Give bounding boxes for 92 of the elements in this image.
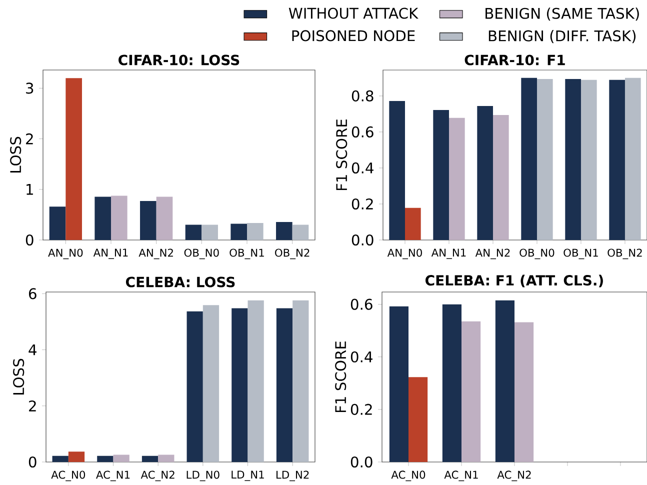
bar (52, 456, 68, 462)
bar (49, 206, 66, 240)
bar (442, 304, 462, 462)
x-tick-label: OB_N1 (564, 248, 598, 260)
bar (477, 106, 493, 240)
chart-title: CELEBA: F1 (ATT. CLS.) (426, 274, 603, 288)
y-axis-title: LOSS (10, 136, 22, 172)
bar (448, 118, 465, 240)
x-tick-label: AN_N1 (93, 248, 128, 259)
bar (202, 305, 220, 462)
y-tick-label: 0.0 (350, 456, 372, 468)
y-tick-label: 2 (29, 400, 36, 412)
bar (433, 110, 449, 240)
bar (389, 306, 408, 462)
bar (580, 80, 597, 240)
x-tick-label: AC_N1 (96, 470, 130, 482)
legend-label: BENIGN (DIFF. TASK) (488, 30, 636, 44)
bar (495, 300, 514, 462)
bar (142, 456, 158, 462)
bar (461, 321, 481, 462)
bar (97, 456, 114, 462)
bar (405, 208, 421, 240)
bar (140, 201, 156, 240)
bar (389, 100, 405, 240)
y-tick-label: 0.0 (352, 234, 374, 246)
x-tick-label: AN_N0 (48, 248, 83, 260)
x-tick-label: AN_N2 (475, 248, 510, 260)
y-tick-label: 0 (28, 456, 36, 468)
bar (276, 308, 293, 462)
bar (94, 196, 111, 240)
bar (609, 80, 625, 240)
chart-title: CIFAR-10: F1 (464, 54, 565, 66)
y-tick-label: 0.2 (350, 404, 372, 415)
x-tick-label: OB_N2 (275, 248, 310, 260)
y-axis-title: F1 SCORE (335, 341, 346, 412)
bar (230, 224, 247, 240)
bar (68, 452, 85, 462)
x-tick-label: AN_N2 (138, 248, 173, 260)
bar (492, 115, 509, 240)
x-tick-label: AN_N0 (387, 248, 422, 260)
x-tick-label: AC_N0 (51, 470, 86, 482)
y-tick-label: 1 (26, 184, 33, 195)
bar (292, 224, 309, 240)
bar (158, 454, 174, 462)
y-axis-title: F1 SCORE (336, 119, 348, 190)
chart-title: CELEBA: LOSS (126, 276, 235, 288)
bar (292, 300, 309, 462)
bar (408, 377, 428, 462)
legend-label: BENIGN (SAME TASK) (486, 8, 639, 21)
x-tick-label: AC_N2 (497, 470, 531, 482)
x-tick-label: AC_N1 (444, 470, 478, 482)
x-tick-label: OB_N1 (230, 248, 264, 260)
y-tick-label: 0.6 (352, 126, 374, 138)
legend-label: WITHOUT ATTACK (288, 8, 418, 19)
bar (113, 454, 130, 462)
y-tick-label: 2 (26, 133, 33, 144)
x-tick-label: OB_N2 (608, 248, 642, 260)
x-tick-label: AC_N2 (140, 470, 174, 482)
bar (276, 222, 292, 240)
y-axis-title: LOSS (13, 358, 24, 394)
y-tick-label: 0.6 (350, 298, 372, 310)
y-tick-label: 0.8 (352, 90, 374, 102)
bar (248, 300, 264, 462)
chart-title: CIFAR-10: LOSS (118, 54, 240, 66)
bar (66, 78, 82, 240)
x-tick-label: LD_N1 (232, 470, 264, 481)
bar (565, 79, 581, 240)
bar (185, 224, 202, 240)
bar (247, 223, 264, 240)
bar (186, 311, 203, 462)
bar (232, 308, 248, 462)
x-tick-label: AC_N0 (391, 470, 426, 482)
x-tick-label: OB_N0 (184, 248, 219, 260)
x-tick-label: AN_N1 (431, 248, 466, 259)
y-tick-label: 6 (28, 288, 36, 300)
bar (624, 78, 641, 240)
x-tick-label: LD_N2 (276, 470, 309, 482)
bar (536, 79, 553, 240)
legend-label: POISONED NODE (292, 30, 415, 42)
y-tick-label: 0.4 (352, 162, 374, 174)
bar (111, 196, 128, 240)
y-tick-label: 0 (26, 234, 34, 246)
y-tick-label: 4 (28, 344, 36, 356)
bar (514, 322, 534, 462)
y-tick-label: 3 (26, 82, 34, 94)
x-tick-label: LD_N0 (186, 470, 220, 482)
y-tick-label: 0.4 (350, 351, 372, 362)
bar (521, 78, 537, 240)
bar (202, 224, 218, 240)
x-tick-label: OB_N0 (520, 248, 554, 260)
bar (156, 196, 173, 240)
y-tick-label: 0.2 (352, 198, 373, 210)
